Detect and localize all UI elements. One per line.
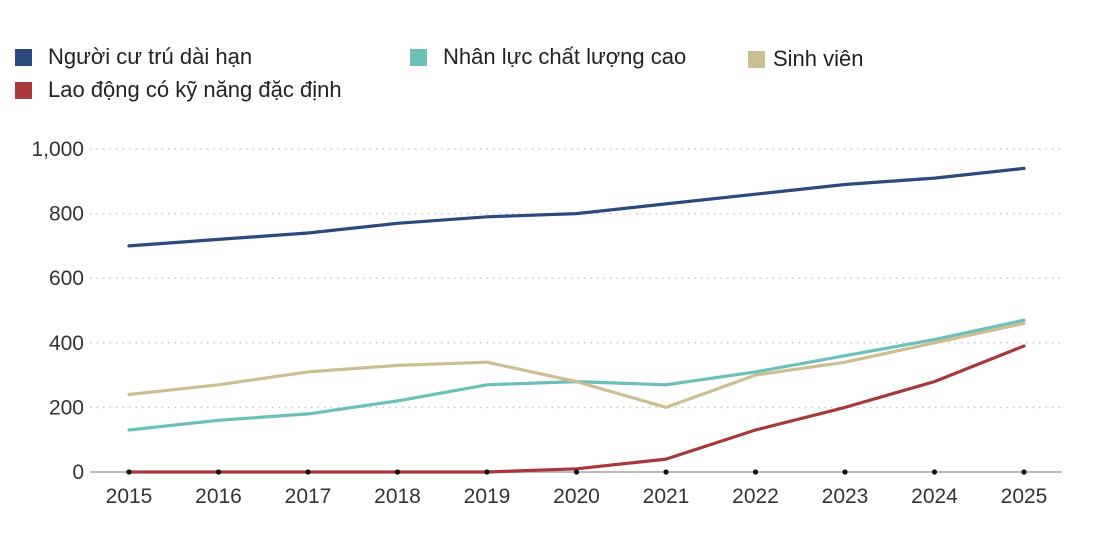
x-tick-label: 2025 bbox=[1001, 485, 1048, 508]
x-tick-mark bbox=[1021, 469, 1027, 475]
legend-swatch bbox=[15, 48, 32, 66]
x-tick-mark bbox=[931, 469, 938, 475]
x-tick-mark bbox=[752, 469, 759, 475]
x-tick-label: 2023 bbox=[822, 485, 869, 508]
x-tick-label: 2016 bbox=[195, 485, 242, 508]
legend-item-high-skilled: Nhân lực chất lượng cao bbox=[410, 44, 686, 70]
legend-swatch bbox=[748, 50, 765, 68]
y-tick-label: 800 bbox=[49, 203, 84, 226]
x-tick-label: 2017 bbox=[285, 485, 332, 508]
legend-label: Lao động có kỹ năng đặc định bbox=[48, 77, 342, 102]
legend-item-students: Sinh viên bbox=[748, 46, 864, 72]
x-tick-mark bbox=[126, 469, 132, 475]
series-line-1 bbox=[127, 318, 1026, 432]
legend-swatch bbox=[410, 48, 427, 66]
x-tick-label: 2020 bbox=[553, 485, 600, 508]
legend-item-long-term-residents: Người cư trú dài hạn bbox=[15, 44, 252, 70]
legend-swatch bbox=[15, 81, 32, 99]
legend-label: Nhân lực chất lượng cao bbox=[443, 44, 687, 69]
series-line-0 bbox=[127, 166, 1026, 248]
x-tick-mark bbox=[842, 469, 848, 475]
x-tick-mark bbox=[484, 469, 490, 475]
legend-label: Sinh viên bbox=[773, 46, 864, 71]
x-tick-mark bbox=[394, 469, 401, 475]
x-tick-label: 2019 bbox=[464, 485, 511, 508]
x-tick-mark bbox=[215, 469, 222, 475]
x-tick-label: 2024 bbox=[911, 485, 958, 508]
series-line-3 bbox=[127, 344, 1026, 474]
x-tick-label: 2015 bbox=[106, 485, 153, 508]
y-tick-label: 400 bbox=[49, 332, 84, 355]
x-tick-mark bbox=[663, 469, 669, 475]
x-tick-mark bbox=[573, 469, 580, 475]
y-tick-label: 200 bbox=[49, 396, 84, 419]
x-tick-label: 2022 bbox=[732, 485, 779, 508]
y-tick-label: 600 bbox=[49, 267, 84, 290]
x-tick-mark bbox=[305, 469, 311, 475]
x-tick-label: 2021 bbox=[643, 485, 690, 508]
series-line-2 bbox=[127, 321, 1026, 409]
legend-label: Người cư trú dài hạn bbox=[48, 44, 253, 69]
y-tick-label: 1,000 bbox=[31, 138, 84, 161]
x-tick-label: 2018 bbox=[374, 485, 421, 508]
y-tick-label: 0 bbox=[72, 461, 84, 484]
legend-item-specified-skilled: Lao động có kỹ năng đặc định bbox=[15, 77, 342, 103]
